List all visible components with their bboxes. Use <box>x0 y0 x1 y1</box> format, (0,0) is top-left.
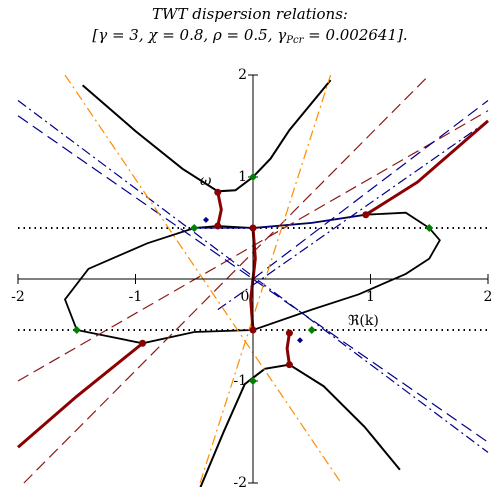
x-tick-label: 0 <box>241 289 250 305</box>
subtitle-part: = 0.002641]. <box>303 26 407 44</box>
chart-subtitle: [γ = 3, χ = 0.8, ρ = 0.5, γPcr = 0.00264… <box>92 26 407 46</box>
curve <box>63 211 441 345</box>
x-tick-label: 1 <box>366 289 375 305</box>
point <box>190 224 199 232</box>
x-tick-label: 2 <box>484 289 493 305</box>
point <box>362 211 370 219</box>
curve <box>252 100 489 280</box>
axes: -2 -1 0 1 2 -2 -1 1 2 <box>11 67 492 491</box>
x-tick-label: -2 <box>11 289 25 305</box>
point <box>249 326 257 334</box>
subtitle-part: [γ = 3, χ = 0.8, ρ = 0.5, γ <box>92 26 286 44</box>
curve <box>217 120 489 311</box>
y-tick-label: 2 <box>238 67 247 83</box>
y-tick-label: 1 <box>238 169 247 185</box>
curve <box>199 363 401 487</box>
point <box>297 337 303 344</box>
y-tick-label: -2 <box>233 475 247 491</box>
subtitle-subscript: Pcr <box>285 35 304 46</box>
point <box>249 173 257 181</box>
point <box>307 326 316 334</box>
point <box>425 224 434 232</box>
chart-title: TWT dispersion relations: <box>152 5 348 23</box>
annotation: ℜ(k) <box>348 313 379 329</box>
point <box>285 361 293 369</box>
point <box>203 216 209 223</box>
curve <box>17 100 489 453</box>
point <box>72 326 81 334</box>
curve <box>17 342 144 449</box>
point <box>249 224 257 232</box>
point <box>139 339 147 347</box>
y-tick-label: -1 <box>233 373 247 389</box>
point <box>214 188 222 196</box>
curve <box>364 119 489 216</box>
curve <box>17 115 489 443</box>
curve <box>285 332 291 365</box>
point <box>285 329 293 337</box>
point <box>249 377 257 385</box>
curve <box>216 192 223 227</box>
curve <box>23 74 430 484</box>
point <box>214 222 222 230</box>
curve <box>81 79 332 193</box>
x-tick-label: -1 <box>129 289 143 305</box>
curve <box>194 214 366 229</box>
annotation: ω <box>200 173 212 189</box>
